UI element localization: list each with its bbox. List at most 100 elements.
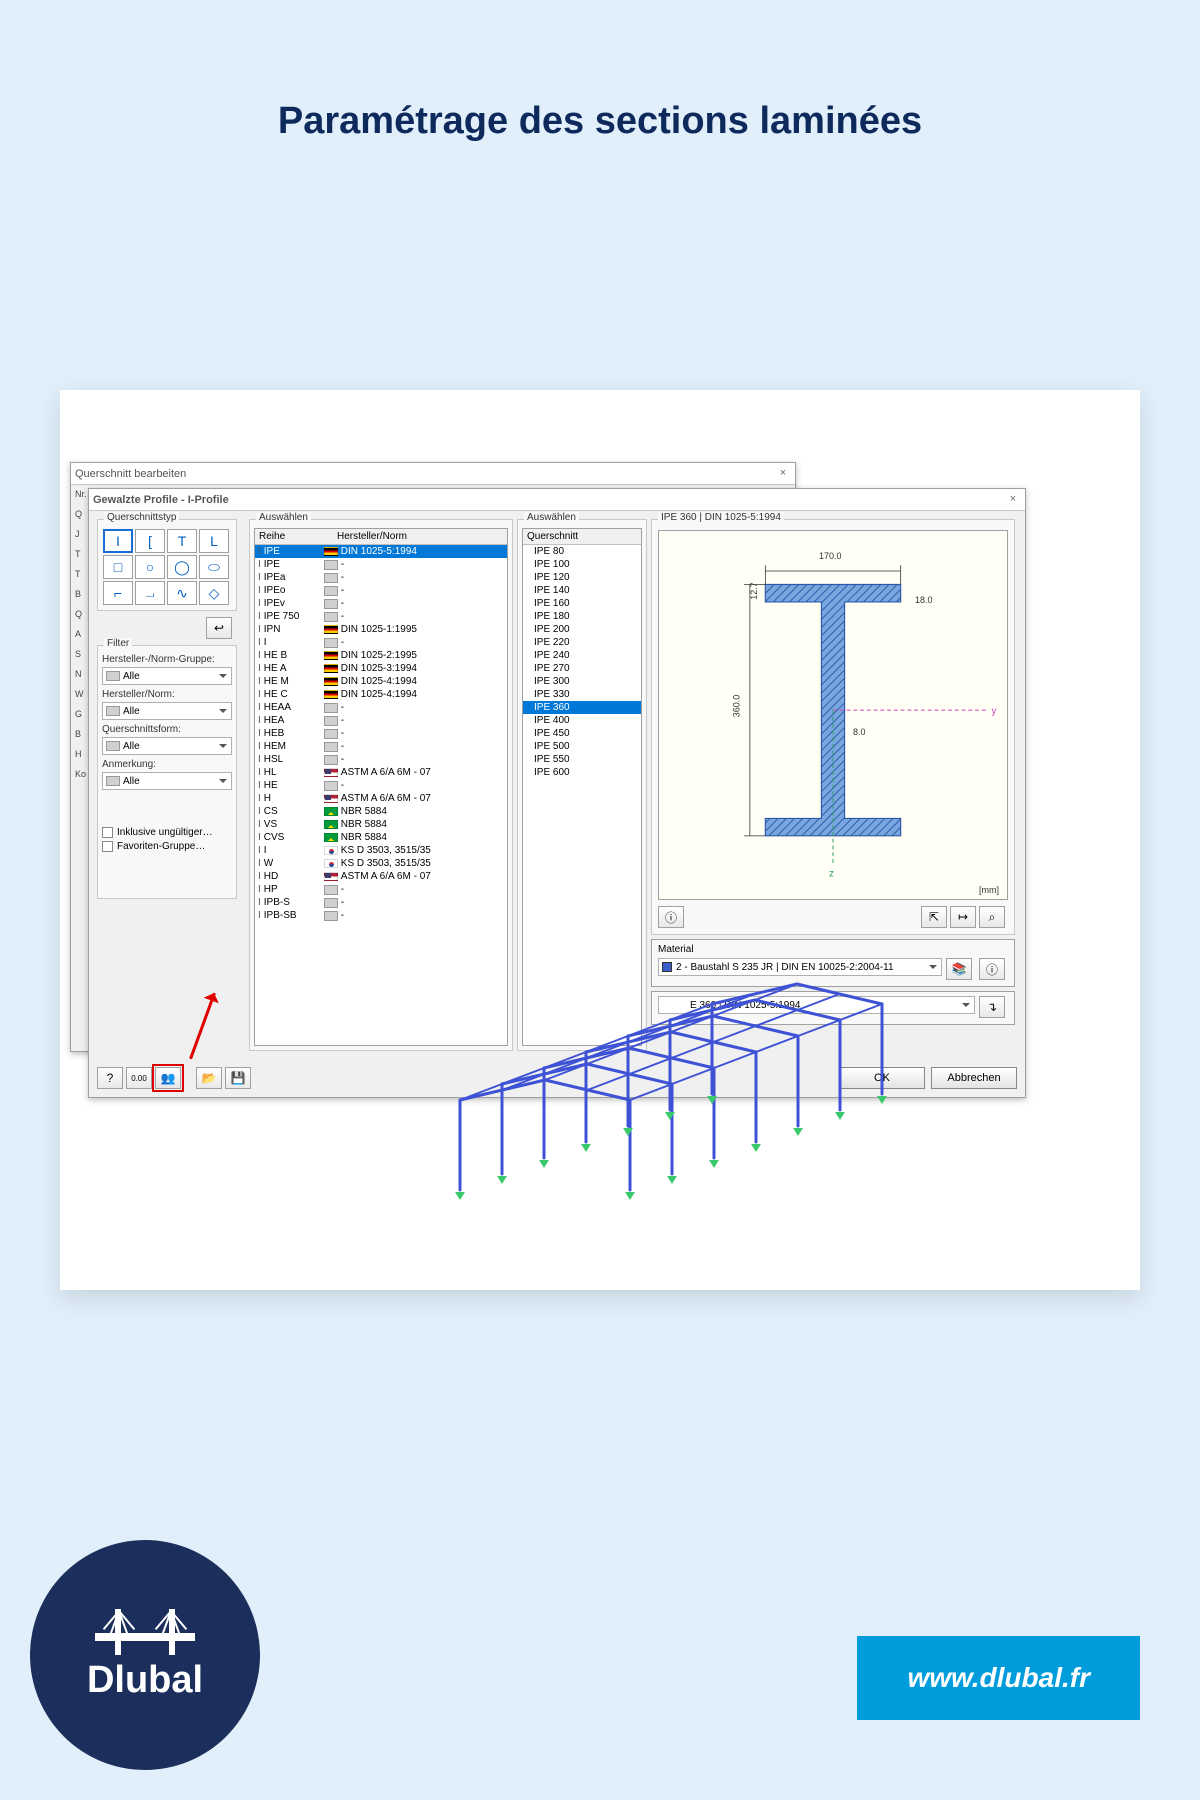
back-dialog-title: Querschnitt bearbeiten <box>75 468 186 480</box>
reihe-row[interactable]: IHEA- <box>255 714 507 727</box>
querschnitt-row[interactable]: IPE 300 <box>523 675 641 688</box>
shape-t-button[interactable]: T <box>167 529 197 553</box>
reihe-row[interactable]: IHEAA- <box>255 701 507 714</box>
querschnitt-row[interactable]: IPE 500 <box>523 740 641 753</box>
select-form[interactable]: Alle <box>102 737 232 755</box>
shape-oval-button[interactable]: ⬭ <box>199 555 229 579</box>
group-label-shapetype: Querschnittstyp <box>104 512 179 523</box>
material-info-button[interactable]: ⓘ <box>979 958 1005 980</box>
reihe-row[interactable]: IIPEo- <box>255 584 507 597</box>
label-norm-gruppe: Hersteller-/Norm-Gruppe: <box>102 654 232 665</box>
shape-wave-button[interactable]: ∿ <box>167 581 197 605</box>
label-norm: Hersteller/Norm: <box>102 689 232 700</box>
reihe-row[interactable]: IHDASTM A 6/A 6M - 07 <box>255 870 507 883</box>
dim-r: 18.0 <box>915 595 933 605</box>
querschnitt-list[interactable]: IPE 80IPE 100IPE 120IPE 140IPE 160IPE 18… <box>523 545 641 779</box>
reihe-row[interactable]: IHEM- <box>255 740 507 753</box>
summary-pick-button[interactable]: ↴ <box>979 996 1005 1018</box>
reihe-row[interactable]: IVSNBR 5884 <box>255 818 507 831</box>
select-norm[interactable]: Alle <box>102 702 232 720</box>
shape-hat-button[interactable]: ⏗ <box>135 581 165 605</box>
label-anmerkung: Anmerkung: <box>102 759 232 770</box>
querschnitt-row[interactable]: IPE 240 <box>523 649 641 662</box>
reihe-row[interactable]: IWKS D 3503, 3515/35 <box>255 857 507 870</box>
querschnitt-row[interactable]: IPE 550 <box>523 753 641 766</box>
reihe-row[interactable]: IHE BDIN 1025-2:1995 <box>255 649 507 662</box>
help-button[interactable]: ? <box>97 1067 123 1089</box>
shape-circle-button[interactable]: ○ <box>135 555 165 579</box>
shape-box-button[interactable]: □ <box>103 555 133 579</box>
shape-ring-button[interactable]: ◯ <box>167 555 197 579</box>
reihe-row[interactable]: IHLASTM A 6/A 6M - 07 <box>255 766 507 779</box>
close-icon[interactable]: × <box>775 466 791 482</box>
select-norm-gruppe[interactable]: Alle <box>102 667 232 685</box>
shape-l-button[interactable]: L <box>199 529 229 553</box>
dim-tw: 8.0 <box>853 727 866 737</box>
filter-reset-button[interactable]: ↩ <box>206 617 232 639</box>
close-icon[interactable]: × <box>1005 492 1021 508</box>
dims-button[interactable]: ↦ <box>950 906 976 928</box>
reihe-row[interactable]: IIPEDIN 1025-5:1994 <box>255 545 507 558</box>
open-button[interactable]: 📂 <box>196 1067 222 1089</box>
querschnitt-row[interactable]: IPE 120 <box>523 571 641 584</box>
querschnitt-row[interactable]: IPE 200 <box>523 623 641 636</box>
reihe-row[interactable]: IHE MDIN 1025-4:1994 <box>255 675 507 688</box>
reihe-row[interactable]: ICVSNBR 5884 <box>255 831 507 844</box>
reihe-row[interactable]: IIPEa- <box>255 571 507 584</box>
reihe-row[interactable]: IHE ADIN 1025-3:1994 <box>255 662 507 675</box>
reihe-list[interactable]: IIPEDIN 1025-5:1994IIPE-IIPEa-IIPEo-IIPE… <box>255 545 507 922</box>
reihe-row[interactable]: IHASTM A 6/A 6M - 07 <box>255 792 507 805</box>
querschnitt-row[interactable]: IPE 160 <box>523 597 641 610</box>
querschnitt-row[interactable]: IPE 80 <box>523 545 641 558</box>
reihe-row[interactable]: IIKS D 3503, 3515/35 <box>255 844 507 857</box>
info-button[interactable]: ⓘ <box>658 906 684 928</box>
col-reihe-header: Reihe <box>259 531 337 542</box>
shape-diamond-button[interactable]: ◇ <box>199 581 229 605</box>
shape-c-button[interactable]: [ <box>135 529 165 553</box>
svg-text:y: y <box>992 706 997 717</box>
querschnitt-row[interactable]: IPE 400 <box>523 714 641 727</box>
shape-i-button[interactable]: I <box>103 529 133 553</box>
group-label-aus1: Auswählen <box>256 512 311 523</box>
save-button[interactable]: 💾 <box>225 1067 251 1089</box>
cancel-button[interactable]: Abbrechen <box>931 1067 1017 1089</box>
logo-text: Dlubal <box>87 1659 203 1702</box>
chk-invalid[interactable] <box>102 827 113 838</box>
dims-toggle-button[interactable]: 0.00 <box>126 1067 152 1089</box>
querschnitt-row[interactable]: IPE 450 <box>523 727 641 740</box>
reihe-row[interactable]: IIPE- <box>255 558 507 571</box>
main-dialog-title: Gewalzte Profile - I-Profile <box>93 494 229 506</box>
material-lib-button[interactable]: 📚 <box>946 958 972 980</box>
querschnitt-row[interactable]: IPE 140 <box>523 584 641 597</box>
reihe-row[interactable]: IIPEv- <box>255 597 507 610</box>
reihe-row[interactable]: ICSNBR 5884 <box>255 805 507 818</box>
reihe-row[interactable]: IHE- <box>255 779 507 792</box>
reihe-row[interactable]: IHSL- <box>255 753 507 766</box>
material-select[interactable]: 2 - Baustahl S 235 JR | DIN EN 10025-2:2… <box>658 958 942 976</box>
querschnitt-row[interactable]: IPE 270 <box>523 662 641 675</box>
reihe-row[interactable]: IIPB-SB- <box>255 909 507 922</box>
querschnitt-row[interactable]: IPE 100 <box>523 558 641 571</box>
querschnitt-row[interactable]: IPE 360 <box>523 701 641 714</box>
shape-z-button[interactable]: ⌐ <box>103 581 133 605</box>
querschnitt-row[interactable]: IPE 220 <box>523 636 641 649</box>
select-anmerkung[interactable]: Alle <box>102 772 232 790</box>
querschnitt-row[interactable]: IPE 330 <box>523 688 641 701</box>
reihe-row[interactable]: IIPE 750- <box>255 610 507 623</box>
reihe-row[interactable]: IIPB-S- <box>255 896 507 909</box>
dim-tf: 12.7 <box>749 582 759 600</box>
parametrize-button[interactable]: 👥 <box>155 1067 181 1089</box>
chk-fav[interactable] <box>102 841 113 852</box>
querschnitt-row[interactable]: IPE 180 <box>523 610 641 623</box>
axes-button[interactable]: ⇱ <box>921 906 947 928</box>
reihe-row[interactable]: IHP- <box>255 883 507 896</box>
reihe-row[interactable]: II- <box>255 636 507 649</box>
querschnitt-row[interactable]: IPE 600 <box>523 766 641 779</box>
reihe-row[interactable]: IHE CDIN 1025-4:1994 <box>255 688 507 701</box>
unit-label: [mm] <box>979 885 999 895</box>
reihe-row[interactable]: IHEB- <box>255 727 507 740</box>
values-button[interactable]: ⌕ <box>979 906 1005 928</box>
chk-invalid-label: Inklusive ungültiger… <box>117 827 213 838</box>
dlubal-logo: Dlubal <box>30 1540 260 1770</box>
reihe-row[interactable]: IIPNDIN 1025-1:1995 <box>255 623 507 636</box>
